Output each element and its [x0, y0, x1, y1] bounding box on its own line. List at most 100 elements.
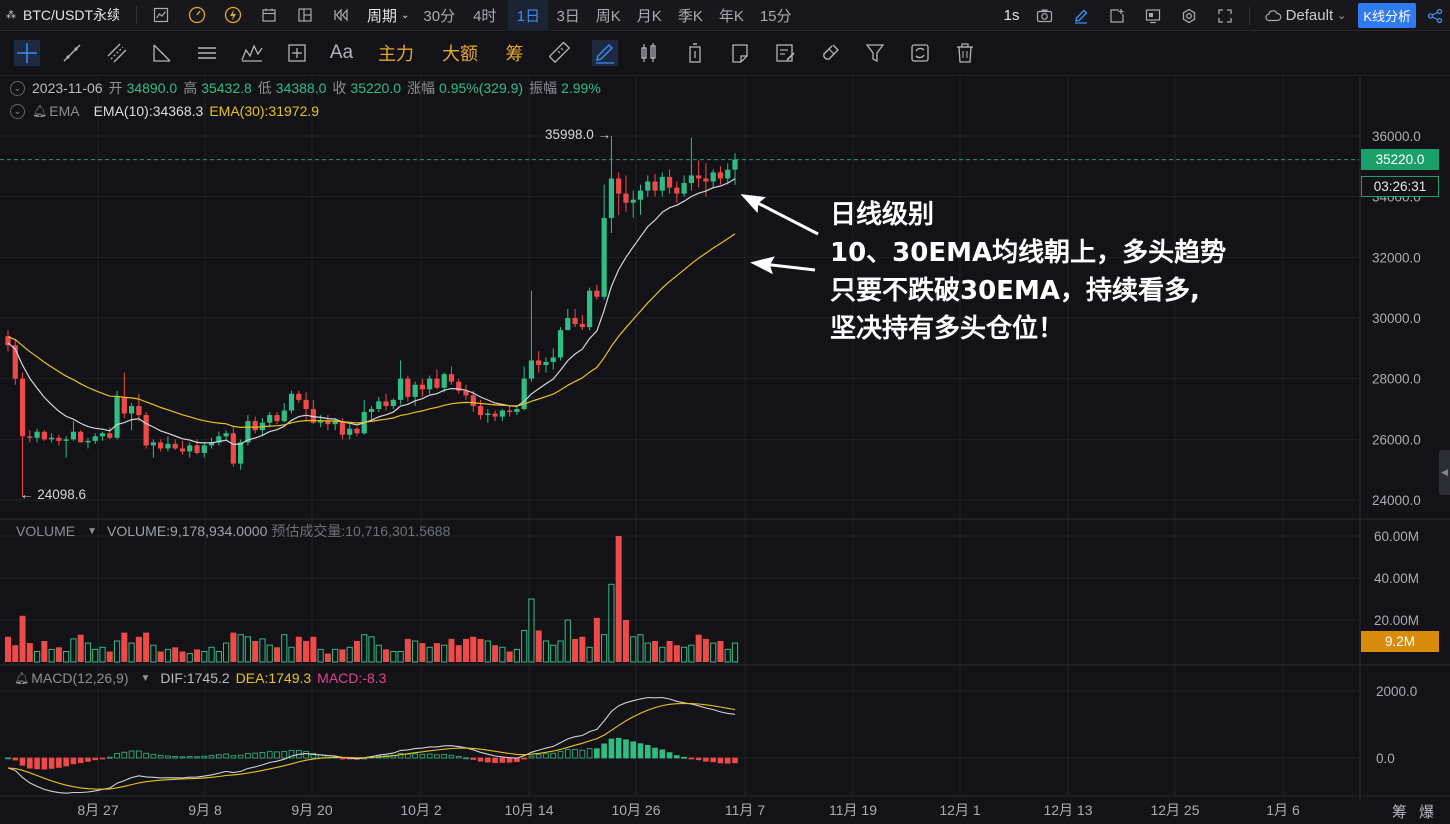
interval-selector[interactable]: 1s	[1003, 7, 1020, 24]
sync-tool-icon[interactable]	[897, 31, 942, 76]
draw-mode-icon[interactable]	[582, 31, 627, 76]
countdown-tag: 03:26:31	[1361, 176, 1439, 197]
macd-histogram-bar	[19, 757, 26, 766]
horizontal-lines-tool-icon[interactable]	[184, 31, 229, 76]
volume-bar	[673, 645, 680, 662]
candle-body	[12, 345, 18, 379]
candles-tool-icon[interactable]	[627, 31, 672, 76]
parallel-channel-tool-icon[interactable]	[94, 31, 139, 76]
macd-histogram-bar	[550, 752, 557, 759]
add-window-icon[interactable]	[1099, 0, 1135, 31]
large-order-button[interactable]: 大额	[442, 44, 478, 64]
candle-body	[41, 431, 47, 440]
macd-histogram-bar	[237, 754, 244, 759]
period-3d[interactable]: 3日	[556, 7, 580, 25]
period-week[interactable]: 周K	[595, 7, 621, 25]
chart-canvas[interactable]: 8月 27 9月 8 9月 20 10月 2 10月 14 10月 26 11月 7 11月 …	[0, 76, 1450, 824]
macd-histogram-bar	[557, 750, 564, 759]
macd-histogram-bar	[266, 751, 273, 759]
rewind-icon[interactable]	[323, 0, 359, 31]
macd-histogram-bar	[681, 756, 687, 759]
symbol-selector[interactable]: ⁂ BTC/USDT永续	[0, 0, 130, 31]
candle-body	[368, 409, 375, 413]
bell-icon[interactable]: 🔔︎	[32, 104, 48, 118]
macd-histogram-bar	[128, 750, 135, 759]
kline-analysis-button[interactable]: K线分析	[1358, 3, 1416, 28]
period-year[interactable]: 年K	[718, 7, 744, 25]
chip-button[interactable]: 筹	[505, 44, 524, 64]
candle-body	[63, 439, 69, 441]
volume-bar	[295, 636, 302, 662]
wave-pattern-tool-icon[interactable]	[229, 31, 274, 76]
chevron-down-icon[interactable]: ▼	[87, 525, 98, 537]
macd-histogram-bar	[594, 748, 600, 759]
candle-body	[274, 415, 280, 422]
angle-tool-icon[interactable]	[139, 31, 184, 76]
note-tool-icon[interactable]	[717, 31, 762, 76]
lightning-icon[interactable]	[215, 0, 251, 31]
trash-icon[interactable]	[942, 31, 987, 76]
liquidation-toggle[interactable]: 爆	[1419, 804, 1435, 821]
candle-body	[143, 415, 149, 446]
period-30m[interactable]: 30分	[423, 7, 456, 25]
theme-selector[interactable]: Default ⌄	[1256, 0, 1355, 31]
volume-bar	[463, 638, 470, 662]
volume-bar	[702, 638, 709, 662]
volume-bar	[157, 651, 164, 662]
bell-icon[interactable]: 🔔︎	[14, 671, 30, 685]
volume-bar	[637, 634, 644, 663]
ruler-tool-icon[interactable]	[537, 31, 582, 76]
time-axis-label: 10月 14	[504, 802, 553, 818]
period-15m[interactable]: 15分	[759, 7, 792, 25]
share-icon[interactable]	[1420, 0, 1450, 31]
macd-histogram-bar	[48, 757, 55, 769]
volume-bar	[652, 641, 659, 662]
period-month[interactable]: 月K	[636, 7, 662, 25]
calendar-icon[interactable]	[251, 0, 287, 31]
volume-bar	[92, 648, 99, 663]
measure-tool-icon[interactable]	[274, 31, 319, 76]
volume-bar	[259, 638, 266, 663]
trendline-tool-icon[interactable]	[49, 31, 94, 76]
volume-bar	[731, 642, 739, 663]
edit-note-tool-icon[interactable]	[762, 31, 807, 76]
pencil-icon[interactable]	[1063, 0, 1099, 31]
period-1d[interactable]: 1日	[508, 0, 549, 31]
candle-body	[405, 378, 411, 397]
volume-bar	[55, 647, 62, 662]
gear-icon[interactable]	[1171, 0, 1207, 31]
panel-expand-handle[interactable]: ◀	[1439, 450, 1450, 495]
filter-tool-icon[interactable]	[852, 31, 897, 76]
speed-icon[interactable]	[179, 0, 215, 31]
volume-bar	[208, 646, 215, 663]
macd-histogram-bar	[674, 755, 680, 759]
fullscreen-icon[interactable]	[1207, 0, 1243, 31]
annotation-arrow-head	[750, 256, 775, 275]
chart-type-icon[interactable]	[143, 0, 179, 31]
main-force-button[interactable]: 主力	[378, 44, 414, 64]
macd-dea-line	[7, 702, 736, 790]
crosshair-tool-icon[interactable]	[4, 31, 49, 76]
camera-icon[interactable]	[1027, 0, 1063, 31]
text-tool[interactable]: Aa	[329, 42, 354, 63]
period-4h[interactable]: 4时	[473, 7, 497, 25]
period-dropdown[interactable]: 周期 ⌄	[359, 0, 417, 31]
candle-body	[34, 431, 40, 438]
battery-tool-icon[interactable]	[672, 31, 717, 76]
chip-toggle[interactable]: 筹	[1392, 804, 1408, 821]
layout-icon[interactable]	[287, 0, 323, 31]
chart-area[interactable]: 8月 27 9月 8 9月 20 10月 2 10月 14 10月 26 11月 7 11月 …	[0, 76, 1450, 824]
magnet-tool-icon[interactable]	[807, 31, 852, 76]
volume-bar	[455, 645, 462, 662]
volume-bar	[26, 643, 33, 662]
collapse-chevron-icon[interactable]: ⌄	[10, 103, 25, 119]
candle-body	[27, 436, 33, 438]
macd-histogram-bar	[397, 753, 404, 759]
period-quarter[interactable]: 季K	[677, 7, 703, 25]
chevron-down-icon[interactable]: ▼	[140, 672, 151, 684]
screen-settings-icon[interactable]	[1135, 0, 1171, 31]
amplitude-value: 2.99%	[561, 80, 601, 96]
volume-bar	[273, 647, 280, 662]
candle-body	[536, 360, 542, 366]
collapse-chevron-icon[interactable]: ⌄	[10, 80, 25, 96]
